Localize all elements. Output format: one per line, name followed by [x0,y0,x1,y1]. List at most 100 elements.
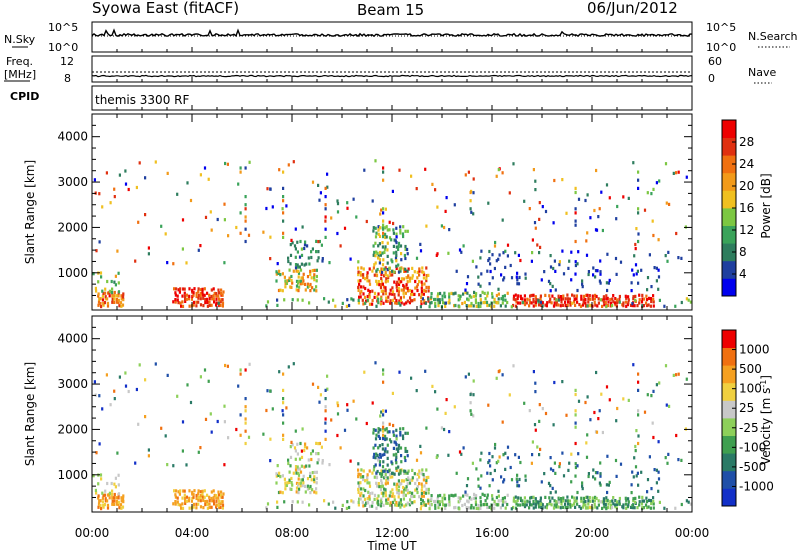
power-cell [422,276,425,280]
velocity-cell [104,499,107,503]
velocity-cell [189,400,193,405]
power-cell [395,264,398,268]
power-cell [281,207,284,211]
velocity-cell [185,499,188,503]
power-cell [208,300,211,304]
power-cell [118,173,121,177]
velocity-cell [381,472,384,476]
velocity-cell [291,443,294,447]
velocity-cell [201,495,205,499]
velocity-cell [418,482,421,486]
power-cell [421,270,424,274]
velocity-cell [468,506,471,510]
velocity-cell [392,453,395,457]
velocity-cell [635,474,638,478]
power-cell [383,285,386,289]
freq-trace [91,74,693,78]
power-cell [396,289,399,293]
power-cell [239,170,242,174]
velocity-cell [206,499,209,503]
colorbar-swatch [722,488,736,507]
velocity-cell [160,426,163,430]
colorbar-tick-label: -25 [739,421,759,435]
power-cell [549,297,552,301]
power-cell [266,187,269,191]
power-cell [474,298,477,302]
power-cell [102,291,105,295]
velocity-cell [409,498,412,502]
velocity-cell [404,431,407,435]
power-cell [453,304,456,308]
velocity-cell [489,471,492,476]
velocity-cell [423,484,426,488]
power-cell [399,298,402,302]
velocity-cell [117,492,121,496]
velocity-cell [388,438,392,442]
velocity-cell [448,500,451,504]
power-cell [399,231,402,235]
velocity-cell [183,489,186,493]
velocity-cell [467,372,470,376]
velocity-cell [404,446,407,451]
power-cell [473,290,476,294]
power-cell [555,298,558,302]
velocity-cell [375,471,378,475]
power-cell [524,276,527,280]
power-cell [546,301,549,305]
power-cell [531,251,534,255]
power-cell [393,270,396,274]
power-cell [305,262,308,266]
velocity-cell [382,372,385,376]
velocity-cell [362,477,365,482]
power-cell [199,293,202,298]
velocity-cell [523,401,526,405]
power-cell [179,301,182,305]
velocity-cell [95,451,98,455]
velocity-cell [587,499,590,503]
velocity-cell [575,496,578,500]
velocity-cell [602,497,605,501]
velocity-cell [419,451,423,455]
power-cell [290,274,293,279]
velocity-cell [291,483,294,487]
velocity-cell [173,489,176,493]
velocity-cell [404,469,407,473]
velocity-cell [416,478,419,482]
power-cell [464,288,467,292]
velocity-cell [382,368,385,372]
power-cell [222,290,225,294]
colorbar-tick-label: 20 [739,179,754,193]
power-cell [479,294,482,298]
power-cell [596,304,599,308]
power-cell [602,296,606,301]
velocity-cell [179,489,182,493]
colorbar-swatch [722,365,736,384]
power-cell [95,249,98,253]
velocity-cell [509,465,512,470]
power-cell [423,301,426,305]
power-cell [334,304,337,308]
power-cell [643,208,647,212]
velocity-cell [477,507,480,511]
power-cell [379,270,382,274]
power-cell [406,269,409,273]
velocity-cell [600,392,603,396]
power-cell [540,278,543,282]
velocity-cell [384,494,388,498]
power-cell [468,304,471,308]
velocity-cell [300,464,303,468]
power-cell [614,256,618,261]
velocity-cell [117,483,120,487]
power-cell [137,220,140,224]
power-cell [384,226,387,230]
velocity-cell [515,477,518,481]
velocity-cell [557,500,560,504]
power-cell [517,294,520,298]
power-cell [420,292,424,296]
velocity-cell [98,499,101,503]
power-cell [580,294,583,298]
velocity-cell [197,502,200,506]
power-cell [113,297,116,301]
power-cell [582,301,585,305]
power-cell [579,304,583,308]
